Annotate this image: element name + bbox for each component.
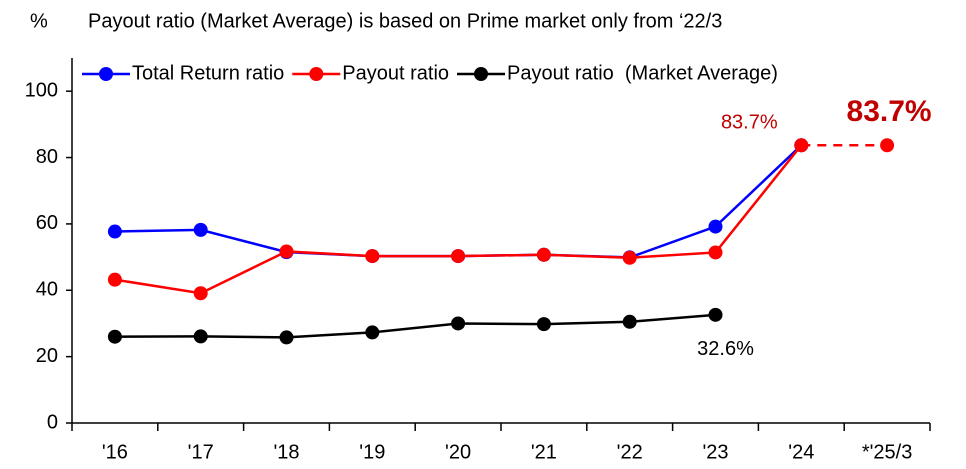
y-tick-label: 0 <box>47 411 58 433</box>
marker <box>794 138 809 153</box>
marker <box>622 250 637 265</box>
x-tick-label: '20 <box>445 441 471 463</box>
series-line <box>114 313 716 339</box>
y-axis-label: % <box>30 10 48 32</box>
y-tick-label: 40 <box>36 279 58 301</box>
value-label: 83.7% <box>847 95 932 128</box>
marker <box>622 314 637 329</box>
x-tick-label: '19 <box>359 441 385 463</box>
marker <box>708 245 723 260</box>
marker <box>107 272 122 287</box>
note: Payout ratio (Market Average) is based o… <box>88 10 722 32</box>
marker <box>451 249 466 264</box>
legend-label: Payout ratio (Market Average) <box>507 62 778 84</box>
value-label: 32.6% <box>697 338 754 360</box>
series-line <box>114 144 803 295</box>
x-tick-label: '18 <box>273 441 299 463</box>
marker <box>880 138 895 153</box>
x-tick-label: '24 <box>788 441 814 463</box>
legend-label: Payout ratio <box>342 62 449 84</box>
x-tick-label: '21 <box>531 441 557 463</box>
marker <box>536 247 551 262</box>
marker <box>193 329 208 344</box>
legend-marker <box>309 67 324 81</box>
y-tick-label: 60 <box>36 212 58 234</box>
x-tick-label: *'25/3 <box>862 441 913 463</box>
marker <box>279 244 294 259</box>
x-tick-label: '23 <box>702 441 728 463</box>
y-tick-label: 80 <box>36 146 58 168</box>
x-tick-label: '17 <box>188 441 214 463</box>
marker <box>365 325 380 340</box>
marker <box>107 329 122 344</box>
marker <box>193 222 208 237</box>
legend-marker <box>99 67 113 81</box>
y-tick-label: 20 <box>36 345 58 367</box>
marker <box>708 219 723 234</box>
marker <box>365 249 380 264</box>
marker <box>708 307 723 322</box>
marker <box>279 330 294 345</box>
marker <box>451 316 466 331</box>
y-tick-label: 100 <box>25 79 58 101</box>
x-tick-label: '22 <box>617 441 643 463</box>
legend-marker <box>474 67 489 81</box>
series-line <box>114 144 803 259</box>
marker <box>536 317 551 332</box>
legend-label: Total Return ratio <box>132 62 284 84</box>
value-label: 83.7% <box>721 112 778 134</box>
marker <box>107 224 122 239</box>
marker <box>193 286 208 301</box>
x-tick-label: '16 <box>102 441 128 463</box>
